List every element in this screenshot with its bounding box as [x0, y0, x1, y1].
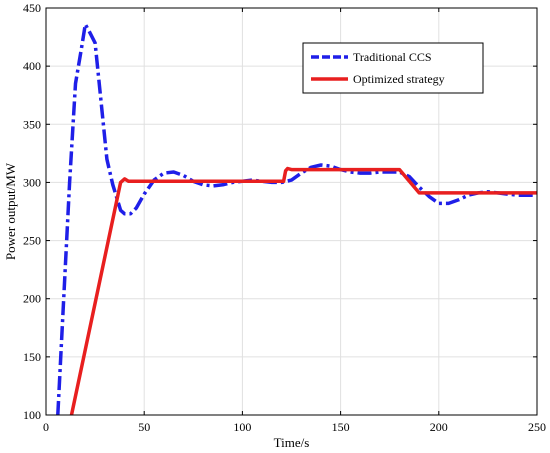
y-tick-label: 150 [23, 350, 41, 364]
legend-label-optimized-strategy: Optimized strategy [353, 72, 445, 86]
y-tick-label: 100 [23, 408, 41, 422]
y-tick-label: 250 [23, 234, 41, 248]
plot-frame [45, 7, 538, 416]
y-axis-label: Power output/MW [3, 162, 18, 260]
series-line-optimized-strategy [69, 166, 537, 415]
x-tick-label: 0 [43, 420, 49, 434]
legend-box [302, 42, 484, 94]
x-tick-label: 50 [138, 420, 150, 434]
ticks: 0 50 100 150 200 250 100 150 200 250 300 350 400 450 [23, 1, 546, 434]
y-tick-label: 450 [23, 1, 41, 15]
y-tick-label: 400 [23, 59, 41, 73]
legend-label-traditional-ccs: Traditional CCS [353, 50, 432, 64]
y-tick-label: 200 [23, 292, 41, 306]
y-tick-label: 350 [23, 117, 41, 131]
x-axis-label: Time/s [274, 435, 310, 450]
x-tick-label: 100 [233, 420, 251, 434]
x-tick-label: 200 [430, 420, 448, 434]
series-line-traditional-ccs [56, 22, 537, 415]
series-group [56, 22, 537, 415]
y-tick-label: 300 [23, 175, 41, 189]
x-tick-label: 150 [332, 420, 350, 434]
x-tick-label: 250 [528, 420, 546, 434]
legend: Traditional CCS Optimized strategy [302, 42, 484, 94]
